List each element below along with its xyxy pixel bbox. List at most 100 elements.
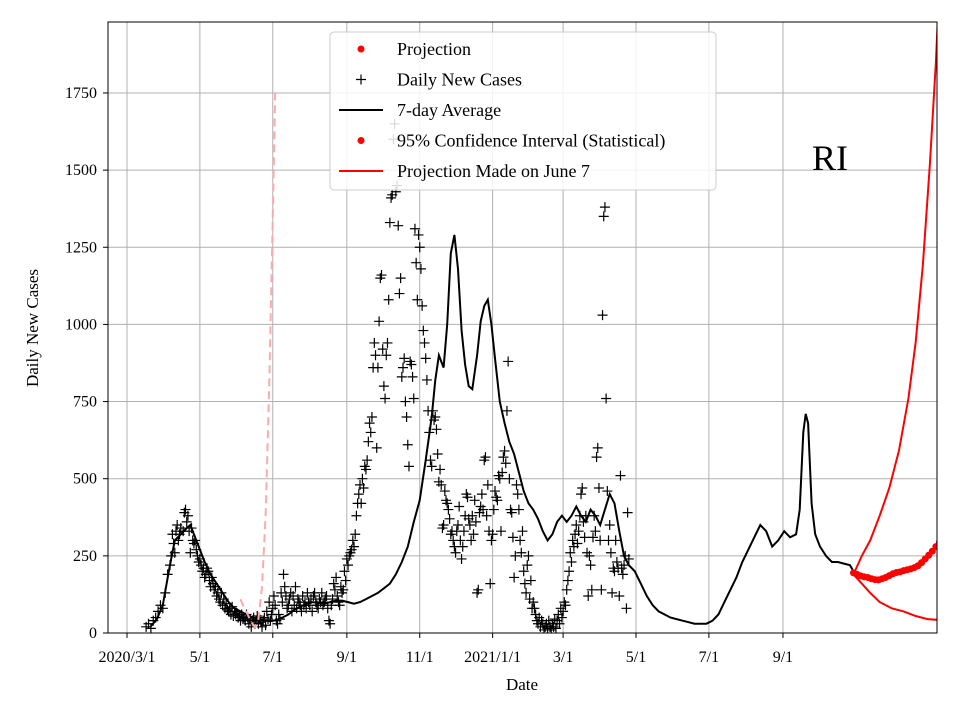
daily-case-marker [432, 449, 443, 460]
daily-case-marker [182, 510, 193, 521]
daily-case-marker [371, 442, 382, 453]
daily-case-marker [290, 581, 301, 592]
daily-case-marker [411, 257, 422, 268]
daily-case-marker [556, 612, 567, 623]
daily-case-marker [406, 359, 417, 370]
daily-case-marker [480, 452, 491, 463]
x-tick-label: 7/1 [699, 649, 719, 666]
daily-case-marker [413, 229, 424, 240]
daily-case-marker [488, 504, 499, 515]
daily-case-marker [476, 489, 487, 500]
daily-case-marker [376, 270, 387, 281]
daily-case-marker [350, 529, 361, 540]
daily-case-marker [498, 452, 509, 463]
daily-case-marker [516, 547, 527, 558]
daily-case-marker [436, 479, 447, 490]
daily-case-marker [412, 294, 423, 305]
daily-case-marker [490, 486, 501, 497]
daily-case-marker [621, 603, 632, 614]
daily-case-marker [506, 507, 517, 518]
y-tick-label: 1250 [65, 239, 97, 256]
daily-case-marker [456, 553, 467, 564]
legend-label: Projection Made on June 7 [397, 161, 590, 181]
daily-case-marker [607, 587, 618, 598]
daily-case-marker [593, 482, 604, 493]
daily-case-marker [485, 578, 496, 589]
daily-case-marker [450, 547, 461, 558]
daily-case-marker [401, 411, 412, 422]
daily-case-marker [421, 374, 432, 385]
daily-case-marker [402, 439, 413, 450]
series-line [150, 234, 855, 627]
daily-case-marker [365, 427, 376, 438]
daily-case-marker [364, 418, 375, 429]
daily-case-marker [382, 337, 393, 348]
daily-case-marker [279, 581, 290, 592]
daily-case-marker [381, 350, 392, 361]
daily-case-marker [571, 519, 582, 530]
daily-case-marker [395, 273, 406, 284]
daily-case-marker [351, 510, 362, 521]
daily-case-marker [466, 535, 477, 546]
daily-case-marker [398, 362, 409, 373]
x-tick-label: 5/1 [190, 649, 210, 666]
daily-case-marker [548, 621, 559, 632]
daily-case-marker [409, 223, 420, 234]
daily-case-marker [576, 489, 587, 500]
daily-case-marker [501, 405, 512, 416]
daily-case-marker [525, 575, 536, 586]
daily-case-marker [377, 344, 388, 355]
x-axis-label: Date [506, 675, 538, 694]
daily-case-marker [356, 498, 367, 509]
daily-case-marker [455, 535, 466, 546]
daily-case-marker [407, 371, 418, 382]
y-axis: 0 250 500 750 1000 1250 1500 1750 [65, 85, 108, 642]
x-tick-label: 9/1 [773, 649, 793, 666]
daily-case-marker [602, 486, 613, 497]
daily-case-marker [518, 566, 529, 577]
daily-case-marker [572, 538, 583, 549]
x-axis: 2020/3/1 5/1 7/1 9/1 11/1 2021/1/1 3/1 5/1 7/1 9/… [99, 633, 793, 666]
daily-case-marker [587, 532, 598, 543]
daily-case-marker [596, 584, 607, 595]
daily-case-marker [469, 495, 480, 506]
legend-box [329, 31, 717, 191]
daily-case-marker [473, 584, 484, 595]
x-tick-label: 9/1 [337, 649, 357, 666]
daily-case-marker [325, 618, 336, 629]
daily-case-marker [185, 547, 196, 558]
daily-case-marker [521, 587, 532, 598]
daily-case-marker [331, 572, 342, 583]
daily-case-marker [486, 535, 497, 546]
daily-case-marker [370, 350, 381, 361]
daily-case-marker [512, 489, 523, 500]
daily-case-marker [470, 516, 481, 527]
daily-case-marker [482, 479, 493, 490]
daily-case-marker [366, 411, 377, 422]
projection-point [946, 528, 953, 535]
daily-case-marker [564, 566, 575, 577]
daily-case-marker [363, 436, 374, 447]
daily-case-marker [523, 550, 534, 561]
daily-case-marker [358, 482, 369, 493]
daily-case-marker [622, 507, 633, 518]
daily-case-marker [577, 482, 588, 493]
daily-case-marker [369, 337, 380, 348]
daily-case-marker [360, 464, 371, 475]
legend-label: 7-day Average [397, 100, 501, 120]
y-tick-label: 0 [89, 625, 97, 642]
daily-case-marker [515, 535, 526, 546]
daily-case-marker [610, 535, 621, 546]
daily-case-marker [414, 242, 425, 253]
daily-case-marker [565, 547, 576, 558]
daily-case-marker [579, 532, 590, 543]
daily-case-marker [528, 597, 539, 608]
daily-case-marker [340, 575, 351, 586]
daily-case-marker [595, 535, 606, 546]
series-line [852, 573, 937, 621]
daily-case-marker [457, 541, 468, 552]
daily-case-marker [468, 529, 479, 540]
daily-case-marker [554, 618, 565, 629]
daily-case-marker [349, 541, 360, 552]
daily-case-marker [583, 590, 594, 601]
